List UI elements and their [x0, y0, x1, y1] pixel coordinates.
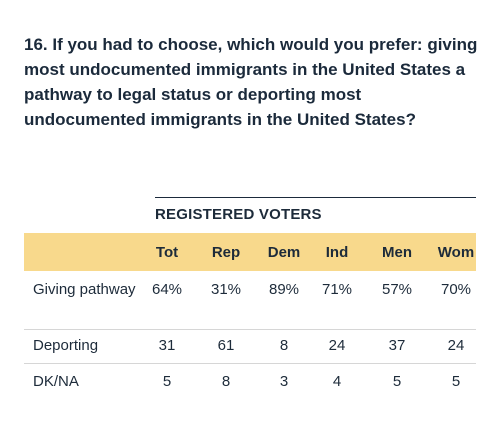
column-header: Ind — [325, 244, 349, 261]
table-cell: 24 — [328, 337, 346, 354]
column-header: Rep — [211, 244, 241, 261]
group-label: REGISTERED VOTERS — [155, 206, 322, 223]
table-cell: 64% — [151, 281, 183, 298]
column-header: Tot — [155, 244, 179, 261]
column-header: Dem — [267, 244, 301, 261]
question: 16. If you had to choose, which would yo… — [24, 35, 478, 129]
row-label: DK/NA — [33, 373, 79, 390]
table-cell: 31% — [210, 281, 242, 298]
table-cell: 31 — [158, 337, 176, 354]
table-cell: 57% — [381, 281, 413, 298]
table-cell: 89% — [268, 281, 300, 298]
column-header: Wom — [437, 244, 475, 261]
table-cell: 24 — [447, 337, 465, 354]
table-cell: 37 — [388, 337, 406, 354]
table-cell: 71% — [321, 281, 353, 298]
table-cell: 5 — [392, 373, 402, 390]
table-cell: 3 — [279, 373, 289, 390]
table-cell: 5 — [451, 373, 461, 390]
table-cell: 8 — [279, 337, 289, 354]
row-label: Giving pathway — [33, 281, 136, 298]
table-cell: 8 — [221, 373, 231, 390]
table-cell: 70% — [440, 281, 472, 298]
row-label: Deporting — [33, 337, 99, 354]
header-row — [24, 233, 476, 271]
group-rule — [155, 197, 476, 198]
table-cell: 61 — [217, 337, 235, 354]
row-separator — [24, 363, 476, 364]
table-cell: 5 — [162, 373, 172, 390]
column-header: Men — [382, 244, 412, 261]
table-cell: 4 — [332, 373, 342, 390]
row-separator — [24, 329, 476, 330]
